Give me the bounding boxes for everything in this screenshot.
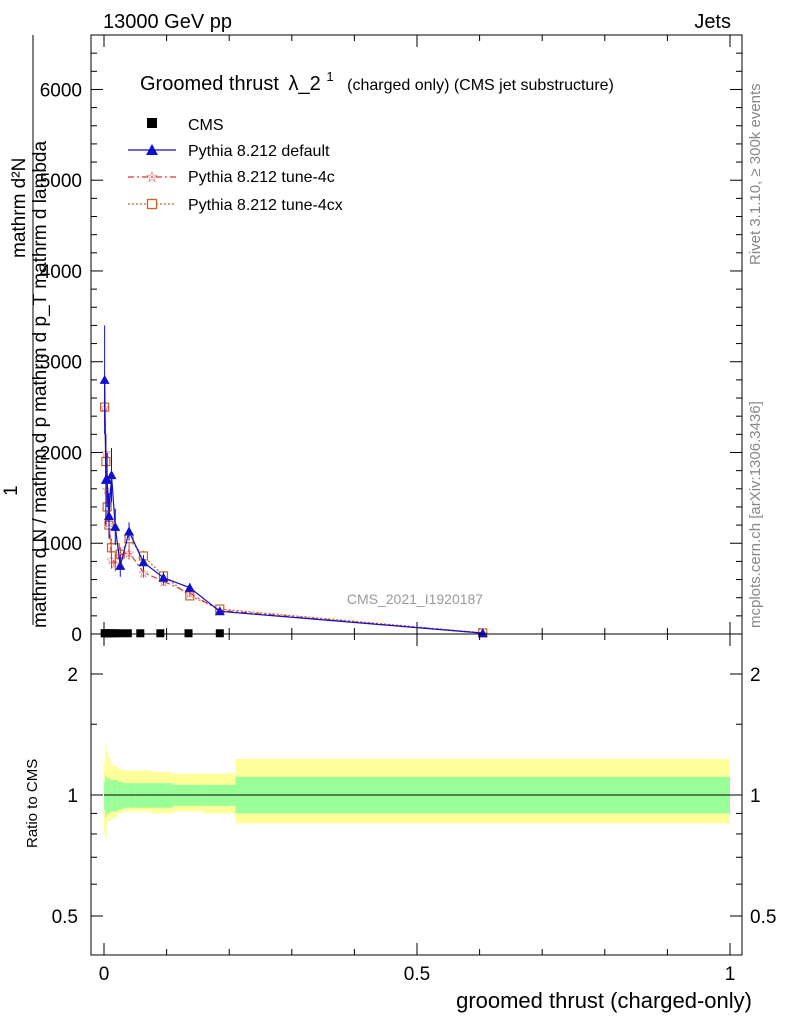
ratio-y-tick-label-left: 1 (67, 786, 78, 807)
ratio-y-tick-label-left: 2 (67, 665, 78, 686)
ylabel-numerator: mathrm d²N (9, 158, 30, 258)
data-point (136, 629, 145, 638)
ratio-y-tick-label-right: 1 (750, 786, 761, 807)
data-point (215, 629, 224, 638)
chart-title: Groomed thrust λ_2 1 (charged only) (CMS… (140, 64, 614, 95)
data-point: ☆ (138, 565, 150, 580)
x-tick-label: 0 (99, 964, 110, 985)
legend-item-tune-4cx: Pythia 8.212 tune-4cx (128, 197, 343, 214)
y-tick-label: 3000 (40, 353, 82, 374)
data-point (477, 628, 488, 638)
main-ticks: 0 1000 2000 3000 4000 5000 6000 (40, 35, 742, 646)
data-point (111, 629, 120, 638)
main-series: ☆☆☆☆☆☆☆☆☆☆☆☆☆ (99, 325, 489, 641)
legend-item-tune-4c: ☆ Pythia 8.212 tune-4c (128, 169, 335, 186)
rivet-label: Rivet 3.1.10, ≥ 300k events (747, 83, 764, 265)
ylabel-one: 1 (1, 485, 22, 496)
legend-marker-tune-4cx (146, 198, 158, 210)
data-point (123, 629, 132, 638)
chart-title-symbol: λ_2 (289, 73, 321, 95)
header-right: Jets (694, 11, 731, 33)
x-tick-label: 1 (725, 964, 736, 985)
data-point (138, 557, 149, 567)
data-point: ☆ (184, 586, 196, 601)
inner-band (104, 781, 106, 810)
data-point: ☆ (109, 556, 121, 571)
legend-item-pythia-default: Pythia 8.212 default (128, 143, 330, 160)
legend: CMS Pythia 8.212 default ☆ Pythia 8.212 … (128, 117, 343, 214)
data-point (104, 511, 115, 521)
data-point (184, 629, 193, 638)
watermark: CMS_2021_I1920187 (347, 591, 483, 607)
inner-band (105, 775, 107, 818)
x-tick-label: 0.5 (404, 964, 430, 985)
legend-label-tune-4cx: Pythia 8.212 tune-4cx (188, 197, 343, 214)
legend-label-tune-4c: Pythia 8.212 tune-4c (188, 169, 335, 186)
chart-subtitle: (charged only) (CMS jet substructure) (347, 77, 614, 94)
legend-marker-tune-4c: ☆ (145, 169, 158, 186)
y-tick-label: 0 (71, 625, 82, 646)
x-axis-label: groomed thrust (charged-only) (456, 988, 752, 1013)
inner-band (110, 779, 113, 812)
y-tick-label: 2000 (40, 443, 82, 464)
mcplots-label: mcplots.cern.ch [arXiv:1306.3436] (747, 401, 764, 628)
main-panel: CMS_2021_I1920187 0 1000 2000 3000 4000 5000 6… (1, 34, 743, 646)
series-cms (100, 629, 224, 638)
data-point (158, 572, 169, 582)
inner-band (117, 781, 123, 810)
data-point: ☆ (123, 545, 135, 560)
series-pythia-8-212-default (99, 325, 488, 638)
chart-title-text: Groomed thrust (140, 73, 279, 95)
legend-marker-pythia-default (146, 144, 158, 155)
ratio-ticks: 0.5 0.5 1 1 2 2 0 0.5 1 (52, 634, 776, 985)
legend-label-pythia-default: Pythia 8.212 default (188, 143, 330, 160)
data-point (102, 474, 113, 484)
data-point (214, 606, 225, 616)
legend-marker-cms (147, 118, 157, 128)
legend-label-cms: CMS (188, 117, 224, 134)
ratio-panel: 0.5 0.5 1 1 2 2 0 0.5 1 Ratio to CMS groomed thr… (24, 633, 776, 1013)
data-point (106, 470, 117, 480)
ylabel-denominator: mathrm d N / mathrm d p (30, 417, 51, 628)
data-point (124, 526, 135, 536)
header-left: 13000 GeV pp (103, 11, 232, 33)
ratio-bands (104, 742, 730, 841)
inner-band (112, 779, 118, 812)
legend-item-cms: CMS (147, 117, 224, 134)
chart-title-superscript: 1 (326, 69, 333, 84)
data-point (99, 374, 110, 384)
ratio-y-tick-label-right: 0.5 (750, 907, 776, 928)
inner-band (107, 778, 111, 814)
ratio-y-tick-label-right: 2 (750, 665, 761, 686)
data-point (110, 521, 121, 531)
data-point (156, 629, 165, 638)
ylabel-numerator-extra: mathrm d p_T mathrm d lambda (30, 141, 51, 412)
ratio-y-tick-label-left: 0.5 (52, 907, 78, 928)
y-tick-label: 6000 (40, 80, 82, 101)
data-point: ☆ (106, 553, 118, 568)
ratio-ylabel: Ratio to CMS (24, 759, 41, 848)
y-tick-label: 5000 (40, 171, 82, 192)
data-point (184, 582, 195, 592)
ratio-frame (90, 633, 743, 956)
y-tick-label: 4000 (40, 262, 82, 283)
inner-band (106, 778, 108, 814)
data-point (115, 560, 126, 570)
y-tick-label: 1000 (40, 534, 82, 555)
data-point (116, 629, 125, 638)
